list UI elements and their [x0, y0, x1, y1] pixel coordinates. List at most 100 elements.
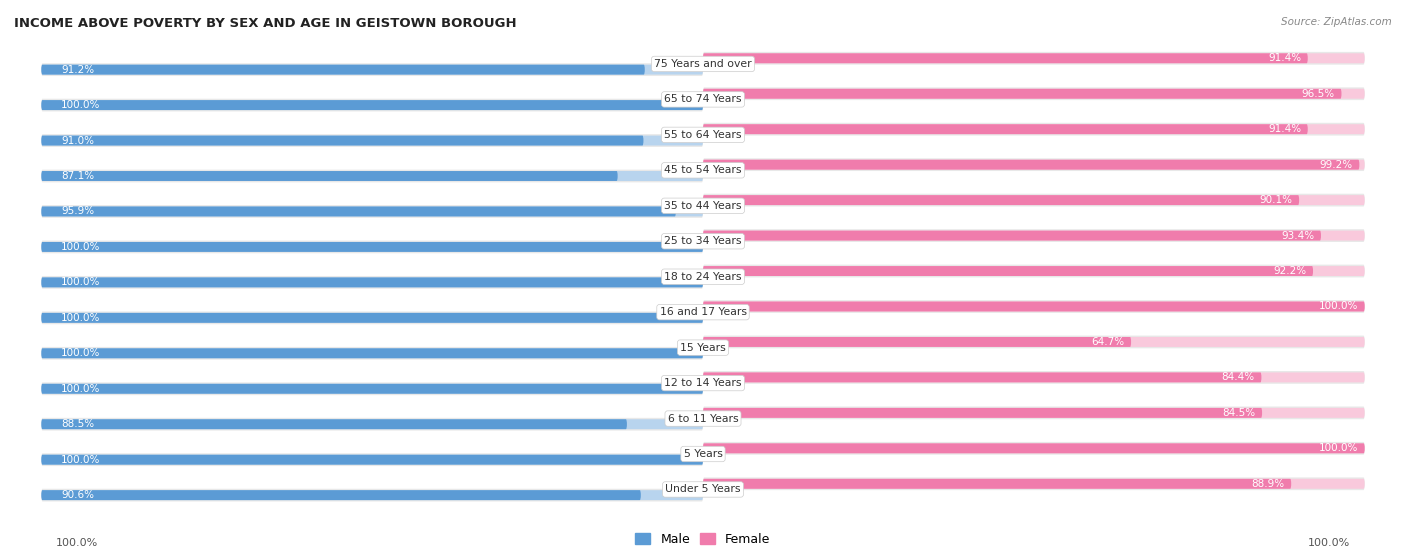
Text: 93.4%: 93.4% [1281, 230, 1315, 240]
FancyBboxPatch shape [703, 408, 1263, 418]
Text: 55 to 64 Years: 55 to 64 Years [664, 130, 742, 140]
FancyBboxPatch shape [703, 89, 1365, 99]
FancyBboxPatch shape [41, 65, 645, 74]
FancyBboxPatch shape [703, 443, 1365, 453]
FancyBboxPatch shape [41, 277, 703, 287]
FancyBboxPatch shape [703, 442, 1365, 454]
FancyBboxPatch shape [41, 419, 703, 429]
FancyBboxPatch shape [41, 276, 703, 289]
FancyBboxPatch shape [41, 206, 676, 216]
FancyBboxPatch shape [703, 406, 1365, 419]
Text: 100.0%: 100.0% [56, 538, 98, 548]
FancyBboxPatch shape [703, 371, 1365, 384]
Legend: Male, Female: Male, Female [630, 528, 776, 551]
FancyBboxPatch shape [41, 453, 703, 466]
Text: 99.2%: 99.2% [1320, 160, 1353, 169]
Text: 18 to 24 Years: 18 to 24 Years [664, 272, 742, 282]
FancyBboxPatch shape [41, 311, 703, 324]
Text: 35 to 44 Years: 35 to 44 Years [664, 201, 742, 211]
Text: 75 Years and over: 75 Years and over [654, 59, 752, 69]
FancyBboxPatch shape [703, 372, 1261, 382]
Text: 65 to 74 Years: 65 to 74 Years [664, 94, 742, 105]
FancyBboxPatch shape [41, 100, 703, 110]
FancyBboxPatch shape [703, 229, 1365, 242]
FancyBboxPatch shape [41, 277, 703, 287]
Text: 100.0%: 100.0% [1308, 538, 1350, 548]
FancyBboxPatch shape [41, 169, 703, 182]
FancyBboxPatch shape [703, 372, 1365, 382]
FancyBboxPatch shape [41, 490, 703, 500]
Text: 95.9%: 95.9% [62, 206, 94, 216]
FancyBboxPatch shape [41, 171, 703, 181]
FancyBboxPatch shape [703, 443, 1365, 453]
FancyBboxPatch shape [703, 335, 1365, 348]
Text: 100.0%: 100.0% [62, 242, 101, 252]
FancyBboxPatch shape [703, 337, 1365, 347]
FancyBboxPatch shape [703, 160, 1365, 169]
Text: 88.9%: 88.9% [1251, 479, 1285, 489]
Text: 100.0%: 100.0% [62, 277, 101, 287]
Text: 96.5%: 96.5% [1302, 89, 1334, 99]
FancyBboxPatch shape [41, 99, 703, 111]
Text: 100.0%: 100.0% [62, 348, 101, 358]
Text: 91.0%: 91.0% [62, 135, 94, 145]
FancyBboxPatch shape [41, 489, 703, 501]
FancyBboxPatch shape [41, 348, 703, 358]
Text: 16 and 17 Years: 16 and 17 Years [659, 307, 747, 317]
Text: Under 5 Years: Under 5 Years [665, 485, 741, 495]
FancyBboxPatch shape [41, 454, 703, 465]
FancyBboxPatch shape [41, 384, 703, 394]
Text: INCOME ABOVE POVERTY BY SEX AND AGE IN GEISTOWN BOROUGH: INCOME ABOVE POVERTY BY SEX AND AGE IN G… [14, 17, 516, 30]
FancyBboxPatch shape [41, 313, 703, 323]
FancyBboxPatch shape [41, 419, 627, 429]
FancyBboxPatch shape [703, 477, 1365, 490]
FancyBboxPatch shape [703, 194, 1365, 206]
FancyBboxPatch shape [41, 63, 703, 76]
FancyBboxPatch shape [41, 240, 703, 253]
FancyBboxPatch shape [703, 53, 1308, 63]
FancyBboxPatch shape [41, 384, 703, 394]
FancyBboxPatch shape [41, 100, 703, 110]
Text: 64.7%: 64.7% [1091, 337, 1125, 347]
FancyBboxPatch shape [703, 231, 1365, 240]
FancyBboxPatch shape [703, 266, 1313, 276]
Text: 100.0%: 100.0% [1319, 443, 1358, 453]
FancyBboxPatch shape [41, 490, 641, 500]
FancyBboxPatch shape [41, 136, 644, 145]
FancyBboxPatch shape [41, 205, 703, 218]
FancyBboxPatch shape [703, 158, 1365, 171]
Text: 100.0%: 100.0% [62, 454, 101, 465]
FancyBboxPatch shape [703, 300, 1365, 313]
FancyBboxPatch shape [41, 347, 703, 359]
Text: 100.0%: 100.0% [62, 313, 101, 323]
Text: 90.6%: 90.6% [62, 490, 94, 500]
Text: 84.4%: 84.4% [1222, 372, 1254, 382]
FancyBboxPatch shape [703, 264, 1365, 277]
FancyBboxPatch shape [703, 89, 1341, 99]
FancyBboxPatch shape [41, 313, 703, 323]
FancyBboxPatch shape [41, 136, 703, 145]
FancyBboxPatch shape [41, 171, 617, 181]
Text: 5 Years: 5 Years [683, 449, 723, 459]
FancyBboxPatch shape [703, 195, 1299, 205]
Text: 92.2%: 92.2% [1274, 266, 1306, 276]
FancyBboxPatch shape [703, 337, 1130, 347]
FancyBboxPatch shape [41, 65, 703, 74]
FancyBboxPatch shape [703, 124, 1308, 134]
FancyBboxPatch shape [703, 53, 1365, 63]
Text: 25 to 34 Years: 25 to 34 Years [664, 236, 742, 247]
FancyBboxPatch shape [703, 301, 1365, 311]
FancyBboxPatch shape [41, 242, 703, 252]
Text: 91.2%: 91.2% [62, 65, 94, 74]
Text: 84.5%: 84.5% [1222, 408, 1256, 418]
FancyBboxPatch shape [703, 301, 1365, 311]
Text: 90.1%: 90.1% [1260, 195, 1292, 205]
Text: 100.0%: 100.0% [62, 100, 101, 110]
Text: 100.0%: 100.0% [62, 384, 101, 394]
FancyBboxPatch shape [41, 348, 703, 358]
Text: 91.4%: 91.4% [1268, 53, 1301, 63]
FancyBboxPatch shape [703, 479, 1365, 489]
FancyBboxPatch shape [703, 266, 1365, 276]
FancyBboxPatch shape [703, 408, 1365, 418]
Text: 15 Years: 15 Years [681, 343, 725, 353]
